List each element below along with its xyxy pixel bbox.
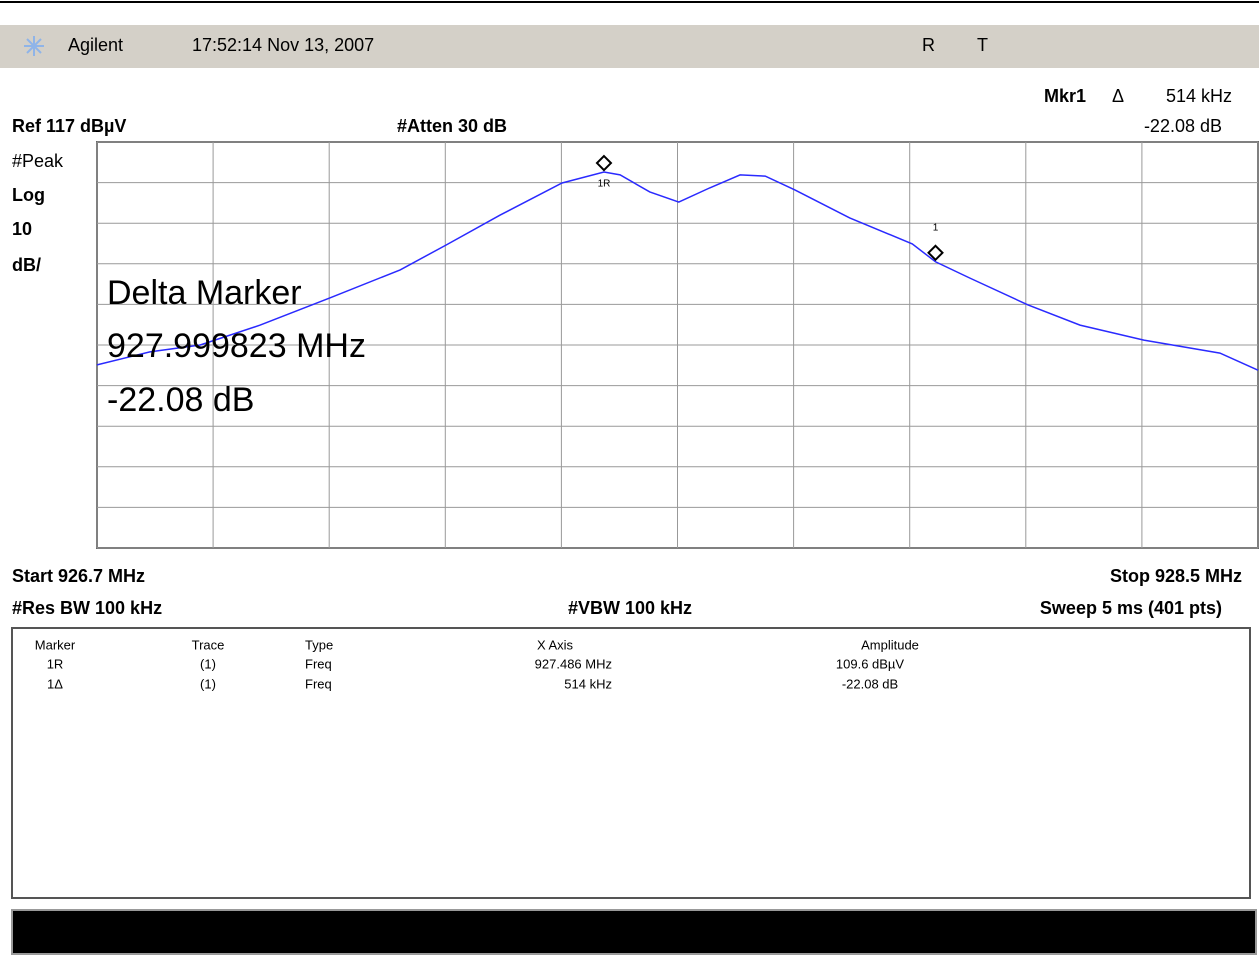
column-header: Marker bbox=[35, 637, 76, 652]
table-cell: 1R bbox=[47, 656, 64, 671]
table-cell: 1Δ bbox=[47, 676, 63, 691]
table-cell: -22.08 dB bbox=[842, 676, 898, 691]
header-bar bbox=[0, 25, 1259, 68]
graticule: 1R 1 bbox=[96, 141, 1259, 549]
ref-level: Ref 117 dBµV bbox=[12, 116, 126, 136]
column-header: Amplitude bbox=[861, 637, 919, 652]
column-header: Type bbox=[305, 637, 333, 652]
vbw: #VBW 100 kHz bbox=[568, 598, 692, 618]
datetime: 17:52:14 Nov 13, 2007 bbox=[192, 35, 374, 55]
table-cell: Freq bbox=[305, 676, 332, 691]
table-cell: 927.486 MHz bbox=[535, 656, 612, 671]
scale-unit: dB/ bbox=[12, 255, 41, 275]
stop-freq: Stop 928.5 MHz bbox=[1110, 566, 1242, 586]
marker bbox=[595, 154, 613, 172]
agilent-logo bbox=[24, 36, 44, 56]
overlay-text: Delta Marker bbox=[107, 274, 302, 312]
scale-value: 10 bbox=[12, 219, 32, 239]
marker-table-content: Marker Trace Type X Axis Amplitude 1R (1) Freq 9… bbox=[35, 637, 919, 691]
start-freq: Start 926.7 MHz bbox=[12, 566, 145, 586]
table-cell: 514 kHz bbox=[564, 676, 612, 691]
marker-amplitude: -22.08 dB bbox=[1144, 116, 1222, 136]
sweep: Sweep 5 ms (401 pts) bbox=[1040, 598, 1222, 618]
trace bbox=[96, 171, 1259, 371]
table-cell: 109.6 dBµV bbox=[836, 656, 905, 671]
status: R bbox=[922, 35, 935, 55]
marker-value: 514 kHz bbox=[1166, 86, 1232, 106]
table-cell: Freq bbox=[305, 656, 332, 671]
marker-label: 1 bbox=[933, 222, 939, 233]
marker bbox=[927, 244, 944, 262]
status-bar bbox=[11, 909, 1257, 955]
table-cell: (1) bbox=[200, 656, 216, 671]
scale-type: Log bbox=[12, 185, 45, 205]
marker-delta: Δ bbox=[1112, 86, 1124, 106]
column-header: X Axis bbox=[537, 637, 574, 652]
marker-label: 1R bbox=[598, 179, 611, 190]
attenuation: #Atten 30 dB bbox=[397, 116, 507, 136]
status: T bbox=[977, 35, 988, 55]
rbw: #Res BW 100 kHz bbox=[12, 598, 162, 618]
column-header: Trace bbox=[192, 637, 225, 652]
detector: #Peak bbox=[12, 151, 64, 171]
brand: Agilent bbox=[68, 35, 123, 55]
overlay-text: -22.08 dB bbox=[107, 381, 254, 419]
marker-label: Mkr1 bbox=[1044, 86, 1086, 106]
marker-table bbox=[11, 627, 1251, 899]
table-cell: (1) bbox=[200, 676, 216, 691]
overlay-text: 927.999823 MHz bbox=[107, 327, 366, 365]
